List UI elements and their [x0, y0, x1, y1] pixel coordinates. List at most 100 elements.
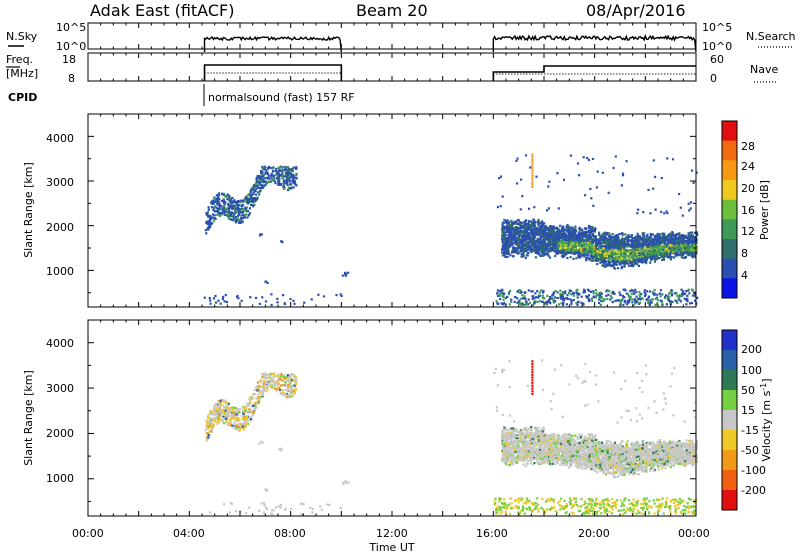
- echo-cell: [229, 206, 232, 209]
- echo-cell: [571, 241, 574, 244]
- echo-cell: [291, 180, 294, 184]
- echo-cell: [499, 289, 502, 292]
- echo-cell: [505, 241, 508, 244]
- echo-cell: [655, 250, 658, 253]
- echo-cell: [533, 222, 536, 226]
- echo-cell: [684, 292, 687, 295]
- echo-cell: [669, 303, 672, 306]
- echo-cell: [569, 243, 572, 246]
- echo-cell: [220, 204, 223, 208]
- echo-cell: [659, 236, 663, 239]
- echo-cell: [221, 211, 224, 214]
- echo-cell: [653, 293, 656, 296]
- echo-cell: [533, 229, 536, 232]
- echo-cell: [611, 240, 614, 243]
- echo-cell: [237, 297, 240, 300]
- echo-cell: [611, 256, 614, 259]
- echo-cell: [578, 236, 581, 240]
- echo-cell: [506, 224, 509, 227]
- echo-cell: [240, 214, 243, 217]
- echo-cell: [637, 259, 640, 262]
- echo-cell: [503, 244, 506, 247]
- echo-cell: [519, 247, 522, 250]
- echo-cell: [620, 232, 623, 235]
- echo-cell: [542, 290, 545, 293]
- echo-cell: [599, 258, 602, 261]
- echo-cell: [526, 241, 529, 244]
- echo-cell: [641, 239, 644, 242]
- echo-cell: [266, 171, 269, 174]
- echo-cell: [519, 230, 522, 233]
- echo-cell: [516, 248, 519, 251]
- echo-cell: [531, 249, 535, 252]
- echo-cell: [503, 242, 506, 245]
- echo-cell: [249, 200, 253, 203]
- echo-cell: [502, 292, 505, 295]
- echo-cell: [601, 261, 604, 264]
- echo-cell: [670, 240, 673, 243]
- echo-cell: [282, 166, 285, 169]
- echo-cell: [605, 249, 608, 253]
- echo-cell: [261, 296, 264, 299]
- echo-cell: [583, 288, 586, 291]
- echo-cell: [506, 255, 509, 258]
- echo-cell: [664, 248, 667, 251]
- echo-cell: [663, 244, 666, 247]
- echo-cell: [666, 242, 670, 245]
- freq-strip: Freq. [MHz] 18 8 60 0 Nave: [6, 52, 778, 85]
- echo-cell: [671, 294, 674, 297]
- echo-cell: [289, 173, 292, 176]
- echo-cell: [638, 241, 641, 244]
- echo-cell: [514, 238, 517, 241]
- echo-cell: [661, 255, 664, 258]
- echo-cell: [692, 181, 695, 184]
- echo-cell: [687, 252, 690, 255]
- echo-cell: [636, 257, 639, 260]
- echo-cell: [581, 228, 584, 231]
- echo-cell: [669, 257, 672, 260]
- echo-cell: [602, 257, 605, 260]
- echo-cell: [630, 292, 633, 295]
- echo-cell: [614, 155, 617, 158]
- echo-cell: [505, 250, 508, 253]
- echo-cell: [531, 224, 534, 227]
- echo-cell: [569, 227, 572, 230]
- echo-cell: [643, 253, 646, 256]
- echo-cell: [533, 206, 536, 209]
- echo-cell: [621, 174, 625, 177]
- echo-cell: [518, 226, 521, 230]
- echo-cell: [624, 258, 628, 261]
- echo-cell: [230, 214, 233, 218]
- echo-cell: [521, 221, 524, 224]
- echo-cell: [664, 240, 667, 243]
- echo-cell: [666, 296, 669, 299]
- echo-cell: [558, 233, 561, 236]
- echo-cell: [538, 291, 541, 294]
- echo-cell: [582, 235, 585, 238]
- echo-cell: [640, 260, 643, 263]
- echo-cell: [670, 235, 673, 238]
- echo-cell: [674, 236, 677, 240]
- echo-cell: [678, 253, 681, 256]
- echo-cell: [533, 302, 536, 305]
- echo-cell: [634, 288, 637, 291]
- echo-cell: [607, 191, 610, 194]
- echo-cell: [654, 175, 657, 178]
- echo-cell: [216, 198, 220, 201]
- echo-cell: [649, 238, 652, 241]
- echo-cell: [550, 233, 553, 236]
- echo-cell: [586, 288, 590, 291]
- echo-cell: [585, 243, 588, 246]
- echo-cell: [692, 255, 695, 258]
- echo-cell: [677, 297, 680, 300]
- echo-cell: [684, 251, 687, 254]
- echo-cell: [657, 250, 660, 253]
- echo-cell: [687, 235, 690, 238]
- echo-cell: [583, 254, 586, 257]
- echo-cell: [501, 221, 504, 224]
- echo-cell: [655, 258, 658, 261]
- echo-cell: [226, 195, 229, 198]
- echo-cell: [515, 233, 518, 236]
- echo-cell: [642, 211, 645, 214]
- echo-cell: [501, 240, 504, 243]
